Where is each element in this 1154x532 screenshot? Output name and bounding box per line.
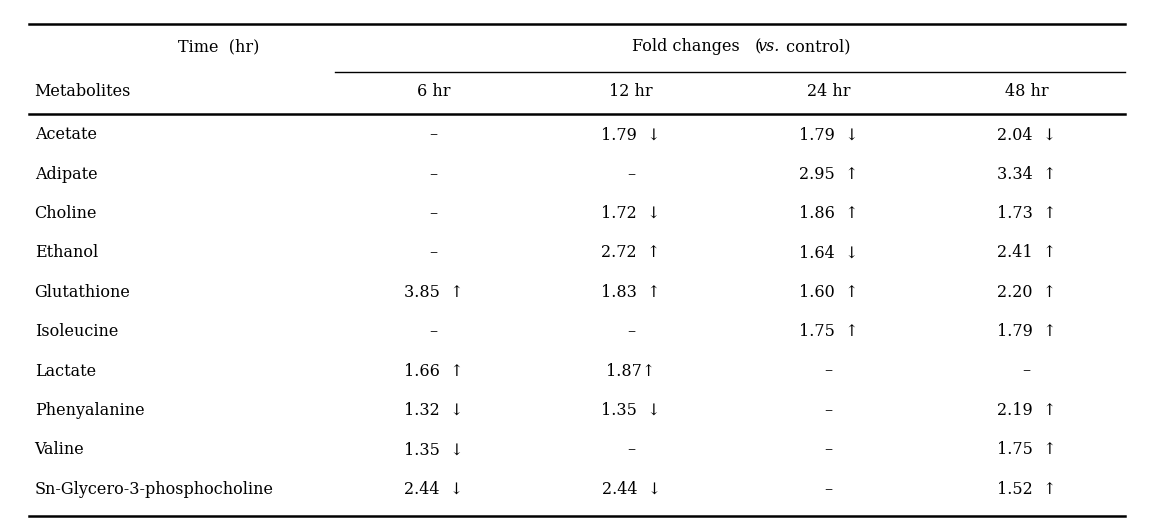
Text: 1.87↑: 1.87↑ [607, 363, 655, 379]
Text: –: – [825, 402, 833, 419]
Text: 3.34  ↑: 3.34 ↑ [997, 166, 1056, 182]
Text: Fold changes   (: Fold changes ( [631, 38, 760, 55]
Text: 24 hr: 24 hr [807, 84, 850, 100]
Text: Acetate: Acetate [35, 127, 97, 143]
Text: Lactate: Lactate [35, 363, 96, 379]
Text: –: – [825, 363, 833, 379]
Text: –: – [627, 442, 635, 458]
Text: 1.66  ↑: 1.66 ↑ [404, 363, 463, 379]
Text: 1.86  ↑: 1.86 ↑ [799, 205, 859, 222]
Text: Time  (hr): Time (hr) [178, 38, 260, 55]
Text: Phenyalanine: Phenyalanine [35, 402, 144, 419]
Text: Ethanol: Ethanol [35, 245, 98, 261]
Text: Choline: Choline [35, 205, 97, 222]
Text: –: – [429, 245, 437, 261]
Text: Adipate: Adipate [35, 166, 97, 182]
Text: 1.52  ↑: 1.52 ↑ [997, 481, 1056, 497]
Text: 2.44  ↓: 2.44 ↓ [601, 481, 660, 497]
Text: 1.75  ↑: 1.75 ↑ [799, 323, 859, 340]
Text: 3.85  ↑: 3.85 ↑ [404, 284, 463, 301]
Text: –: – [627, 323, 635, 340]
Text: –: – [429, 323, 437, 340]
Text: 1.79  ↑: 1.79 ↑ [997, 323, 1056, 340]
Text: 1.35  ↓: 1.35 ↓ [601, 402, 661, 419]
Text: 1.64  ↓: 1.64 ↓ [799, 245, 859, 261]
Text: 2.41  ↑: 2.41 ↑ [997, 245, 1056, 261]
Text: –: – [429, 166, 437, 182]
Text: 1.83  ↑: 1.83 ↑ [601, 284, 661, 301]
Text: control): control) [781, 38, 850, 55]
Text: 1.79  ↓: 1.79 ↓ [601, 127, 661, 143]
Text: 2.19  ↑: 2.19 ↑ [997, 402, 1056, 419]
Text: –: – [825, 481, 833, 497]
Text: Sn-Glycero-3-phosphocholine: Sn-Glycero-3-phosphocholine [35, 481, 273, 497]
Text: 1.60  ↑: 1.60 ↑ [799, 284, 859, 301]
Text: 12 hr: 12 hr [609, 84, 653, 100]
Text: vs.: vs. [757, 38, 779, 55]
Text: –: – [1022, 363, 1031, 379]
Text: 2.20  ↑: 2.20 ↑ [997, 284, 1056, 301]
Text: 1.35  ↓: 1.35 ↓ [404, 442, 463, 458]
Text: Isoleucine: Isoleucine [35, 323, 118, 340]
Text: 2.04  ↓: 2.04 ↓ [997, 127, 1056, 143]
Text: –: – [627, 166, 635, 182]
Text: 2.95  ↑: 2.95 ↑ [799, 166, 859, 182]
Text: Metabolites: Metabolites [35, 84, 132, 100]
Text: 1.79  ↓: 1.79 ↓ [799, 127, 859, 143]
Text: –: – [429, 127, 437, 143]
Text: Valine: Valine [35, 442, 84, 458]
Text: Glutathione: Glutathione [35, 284, 130, 301]
Text: 1.75  ↑: 1.75 ↑ [997, 442, 1056, 458]
Text: 1.72  ↓: 1.72 ↓ [601, 205, 661, 222]
Text: –: – [825, 442, 833, 458]
Text: 48 hr: 48 hr [1004, 84, 1048, 100]
Text: 1.32  ↓: 1.32 ↓ [404, 402, 463, 419]
Text: 1.73  ↑: 1.73 ↑ [997, 205, 1056, 222]
Text: –: – [429, 205, 437, 222]
Text: 2.72  ↑: 2.72 ↑ [601, 245, 661, 261]
Text: 2.44  ↓: 2.44 ↓ [404, 481, 463, 497]
Text: 6 hr: 6 hr [417, 84, 450, 100]
